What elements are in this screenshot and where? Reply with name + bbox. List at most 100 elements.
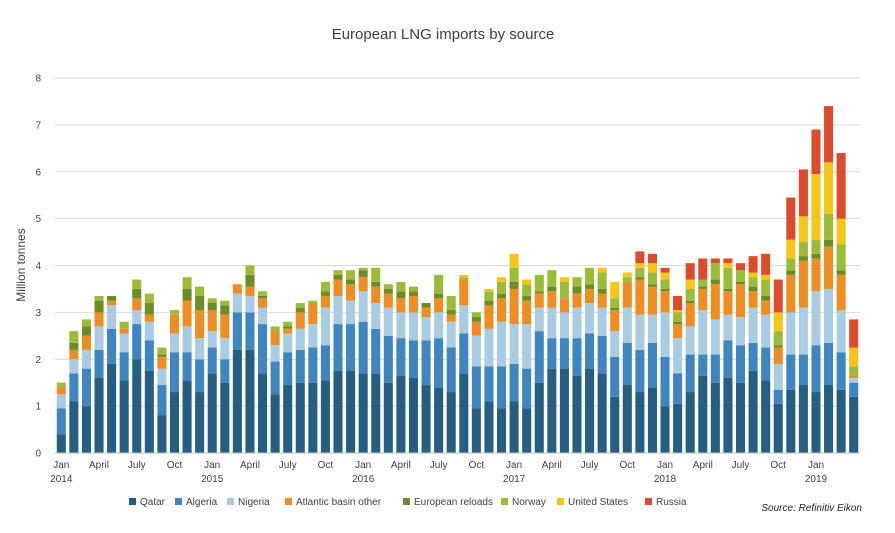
bar-segment xyxy=(182,277,192,289)
bar-segment xyxy=(836,244,846,271)
bar-segment xyxy=(333,270,343,275)
bar-segment xyxy=(358,267,368,271)
bar-segment xyxy=(547,368,557,454)
bar-segment xyxy=(295,382,305,453)
bar-segment xyxy=(673,321,683,325)
bar-segment xyxy=(107,305,117,329)
bar-segment xyxy=(522,300,532,325)
bar-segment xyxy=(647,342,657,388)
bar-segment xyxy=(119,328,129,334)
bar-segment xyxy=(824,385,834,453)
bar-segment xyxy=(182,288,192,301)
bar-segment xyxy=(534,307,544,332)
legend-swatch xyxy=(175,498,182,505)
bar-segment xyxy=(383,293,393,308)
bar-segment xyxy=(597,335,607,374)
bar-segment xyxy=(723,263,733,268)
bar-segment xyxy=(383,335,393,383)
bar-segment xyxy=(585,333,595,369)
bar-segment xyxy=(647,253,657,264)
bar-segment xyxy=(824,246,834,289)
bar-segment xyxy=(534,293,544,308)
bar-segment xyxy=(69,331,79,343)
bar-segment xyxy=(169,392,180,453)
x-tick-label: Oct xyxy=(620,460,636,471)
bar-segment xyxy=(446,347,456,393)
x-tick-label: April xyxy=(693,460,713,471)
bar-segment xyxy=(459,279,469,306)
bar-segment xyxy=(81,326,91,336)
bar-segment xyxy=(622,272,632,278)
x-tick-label: Oct xyxy=(167,460,183,471)
bar-segment xyxy=(761,380,771,453)
bar-segment xyxy=(522,324,532,369)
bar-segment xyxy=(358,321,368,374)
bar-segment xyxy=(509,281,519,289)
bar-segment xyxy=(207,298,217,303)
bar-segment xyxy=(647,272,657,285)
bar-segment xyxy=(534,382,544,453)
bar-segment xyxy=(849,378,859,383)
bar-segment xyxy=(408,286,419,292)
bar-segment xyxy=(421,317,431,341)
bar-segment xyxy=(471,335,481,367)
bar-segment xyxy=(824,213,834,240)
bar-segment xyxy=(119,321,129,329)
bar-segment xyxy=(735,317,746,346)
bar-segment xyxy=(383,382,393,453)
bar-segment xyxy=(295,328,305,350)
bar-segment xyxy=(245,286,255,296)
bar-segment xyxy=(610,307,620,311)
bar-segment xyxy=(207,331,217,348)
bar-segment xyxy=(597,373,607,453)
bar-segment xyxy=(610,356,620,397)
bar-segment xyxy=(484,401,494,453)
bar-segment xyxy=(446,295,456,311)
bar-segment xyxy=(811,174,821,240)
bar-segment xyxy=(748,307,758,343)
y-tick-label: 2 xyxy=(35,355,41,366)
bar-segment xyxy=(258,307,268,325)
bar-segment xyxy=(270,331,280,346)
bar-segment xyxy=(660,272,670,280)
bar-segment xyxy=(773,279,783,313)
bar-segment xyxy=(710,279,720,285)
bar-segment xyxy=(773,312,783,332)
bar-segment xyxy=(459,277,469,280)
bar-segment xyxy=(748,277,758,287)
legend-label: United States xyxy=(568,497,628,508)
bar-segment xyxy=(195,338,205,360)
bar-segment xyxy=(371,281,381,287)
bar-segment xyxy=(497,408,507,453)
bar-segment xyxy=(346,370,356,453)
bar-segment xyxy=(723,314,733,341)
bar-segment xyxy=(396,281,406,292)
bar-segment xyxy=(258,291,268,296)
bar-segment xyxy=(157,368,167,386)
bar-segment xyxy=(497,293,507,299)
bar-segment xyxy=(786,354,796,390)
bar-segment xyxy=(346,284,356,301)
bar-segment xyxy=(622,281,632,308)
bar-segment xyxy=(459,274,469,278)
legend-swatch xyxy=(227,498,234,505)
x-tick-label: Oct xyxy=(318,460,334,471)
bar-segment xyxy=(94,326,104,350)
bar-segment xyxy=(207,347,217,374)
bar-segment xyxy=(471,312,481,318)
bar-segment xyxy=(270,361,280,395)
x-tick-label: April xyxy=(240,460,260,471)
bar-segment xyxy=(559,312,569,339)
bar-segment xyxy=(295,312,305,329)
legend-label: Norway xyxy=(512,497,546,508)
bar-segment xyxy=(169,333,180,353)
bar-segment xyxy=(132,298,142,311)
bar-segment xyxy=(673,295,683,311)
x-tick-label: July xyxy=(430,460,448,471)
bar-segment xyxy=(647,314,657,343)
bar-segment xyxy=(811,253,821,259)
bar-segment xyxy=(786,312,796,355)
bar-segment xyxy=(685,288,695,301)
bar-segment xyxy=(622,307,632,343)
bar-segment xyxy=(358,277,368,292)
